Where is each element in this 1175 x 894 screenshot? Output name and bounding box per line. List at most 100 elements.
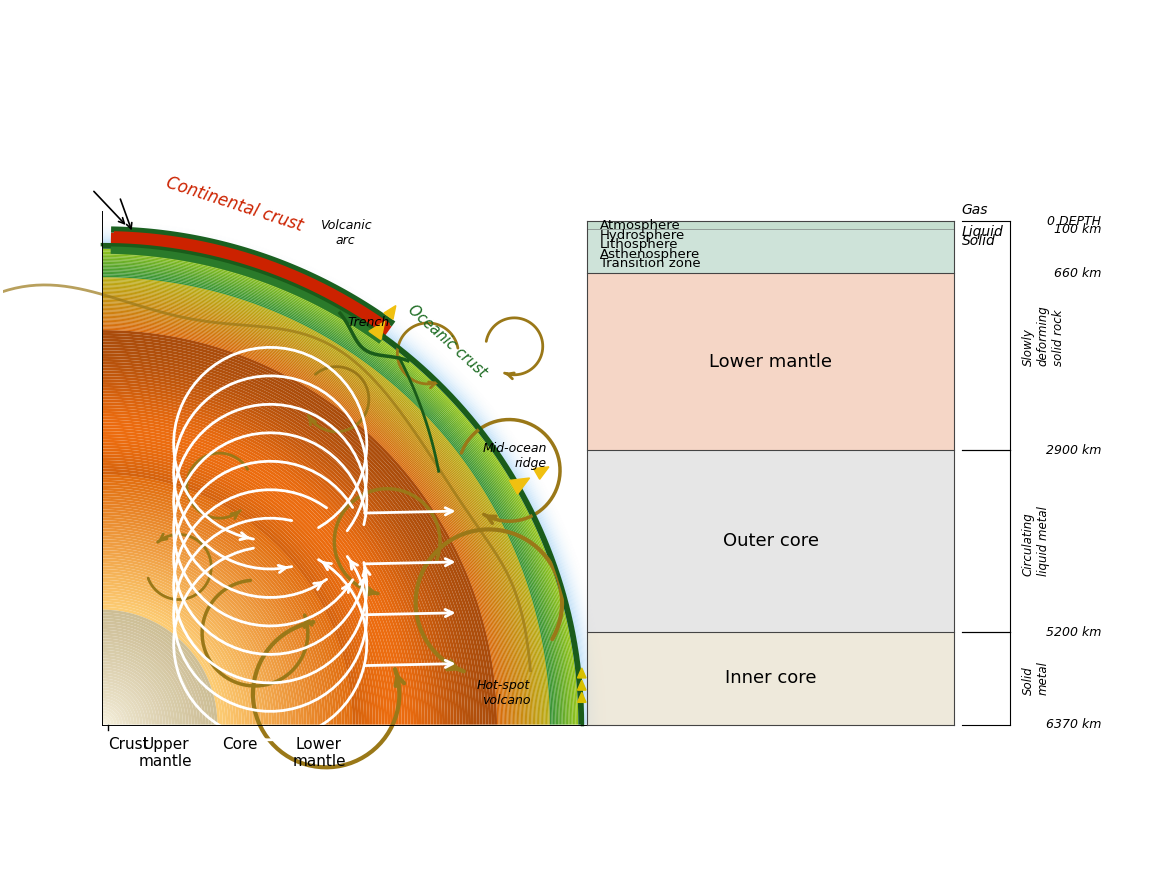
Polygon shape <box>102 504 323 725</box>
Polygon shape <box>102 316 510 725</box>
Polygon shape <box>102 515 313 725</box>
Polygon shape <box>102 719 108 725</box>
Text: Transition zone: Transition zone <box>599 257 700 270</box>
Polygon shape <box>102 339 489 725</box>
Polygon shape <box>102 275 551 725</box>
Polygon shape <box>102 480 347 725</box>
Polygon shape <box>102 690 137 725</box>
Polygon shape <box>102 664 163 725</box>
Polygon shape <box>102 721 106 725</box>
Text: Outer core: Outer core <box>723 532 819 551</box>
Polygon shape <box>102 293 533 725</box>
Text: Solid
metal: Solid metal <box>1022 662 1049 696</box>
Polygon shape <box>102 591 236 725</box>
Text: 660 km: 660 km <box>1054 267 1101 280</box>
Text: Crust: Crust <box>108 737 149 752</box>
Polygon shape <box>102 431 396 725</box>
Polygon shape <box>102 308 519 725</box>
Polygon shape <box>102 520 307 725</box>
Polygon shape <box>102 612 215 725</box>
Polygon shape <box>102 569 258 725</box>
Polygon shape <box>102 224 603 725</box>
Text: Gas: Gas <box>961 203 988 217</box>
Polygon shape <box>102 491 336 725</box>
Polygon shape <box>102 274 552 725</box>
Polygon shape <box>102 561 266 725</box>
Polygon shape <box>102 229 598 725</box>
Polygon shape <box>102 655 172 725</box>
Polygon shape <box>102 526 301 725</box>
Polygon shape <box>102 583 244 725</box>
Polygon shape <box>102 309 518 725</box>
Polygon shape <box>102 348 479 725</box>
Text: 6370 km: 6370 km <box>1046 718 1101 731</box>
Polygon shape <box>102 572 255 725</box>
Polygon shape <box>102 510 317 725</box>
Polygon shape <box>102 552 274 725</box>
Polygon shape <box>102 707 120 725</box>
Polygon shape <box>102 676 152 725</box>
Polygon shape <box>102 235 591 725</box>
Polygon shape <box>102 299 529 725</box>
Polygon shape <box>102 507 320 725</box>
Polygon shape <box>102 245 583 725</box>
Polygon shape <box>102 314 512 725</box>
Polygon shape <box>102 599 228 725</box>
Polygon shape <box>102 249 578 725</box>
Text: Lithosphere: Lithosphere <box>599 239 678 251</box>
Polygon shape <box>102 687 140 725</box>
Polygon shape <box>102 493 334 725</box>
Polygon shape <box>102 662 166 725</box>
Polygon shape <box>102 255 572 725</box>
Polygon shape <box>102 374 454 725</box>
Polygon shape <box>102 518 309 725</box>
Text: Hydrosphere: Hydrosphere <box>599 229 685 242</box>
Polygon shape <box>102 619 209 725</box>
Polygon shape <box>102 567 261 725</box>
Polygon shape <box>102 333 495 725</box>
Polygon shape <box>102 411 416 725</box>
Polygon shape <box>102 596 230 725</box>
Polygon shape <box>102 356 471 725</box>
Polygon shape <box>110 226 395 326</box>
Polygon shape <box>102 232 596 725</box>
Polygon shape <box>588 221 954 229</box>
Polygon shape <box>110 245 384 343</box>
Text: Liquid: Liquid <box>961 225 1003 240</box>
Polygon shape <box>102 318 509 725</box>
Polygon shape <box>102 260 568 725</box>
Polygon shape <box>102 396 430 725</box>
Polygon shape <box>102 321 506 725</box>
Text: Core: Core <box>222 737 257 752</box>
Polygon shape <box>110 232 391 336</box>
Polygon shape <box>588 451 954 632</box>
Polygon shape <box>102 437 390 725</box>
Text: Mid-ocean
ridge: Mid-ocean ridge <box>482 443 546 470</box>
Text: Upper
mantle: Upper mantle <box>139 737 193 769</box>
Polygon shape <box>102 645 183 725</box>
Polygon shape <box>102 330 497 725</box>
Text: Volcanic
arc: Volcanic arc <box>320 219 371 247</box>
Polygon shape <box>102 350 477 725</box>
Polygon shape <box>102 488 340 725</box>
Polygon shape <box>102 580 247 725</box>
Polygon shape <box>102 325 502 725</box>
Polygon shape <box>102 251 576 725</box>
Text: 0 DEPTH: 0 DEPTH <box>1047 215 1101 228</box>
Polygon shape <box>102 248 579 725</box>
Polygon shape <box>102 232 595 725</box>
Polygon shape <box>588 632 954 725</box>
Text: Inner core: Inner core <box>725 670 817 687</box>
Polygon shape <box>102 621 206 725</box>
Polygon shape <box>102 471 356 725</box>
Polygon shape <box>102 342 485 725</box>
Polygon shape <box>102 627 200 725</box>
Polygon shape <box>102 319 508 725</box>
Polygon shape <box>102 702 126 725</box>
Polygon shape <box>102 385 442 725</box>
Polygon shape <box>102 327 499 725</box>
Polygon shape <box>102 305 522 725</box>
Polygon shape <box>102 253 575 725</box>
Text: Trench: Trench <box>347 316 389 329</box>
Polygon shape <box>102 329 498 725</box>
